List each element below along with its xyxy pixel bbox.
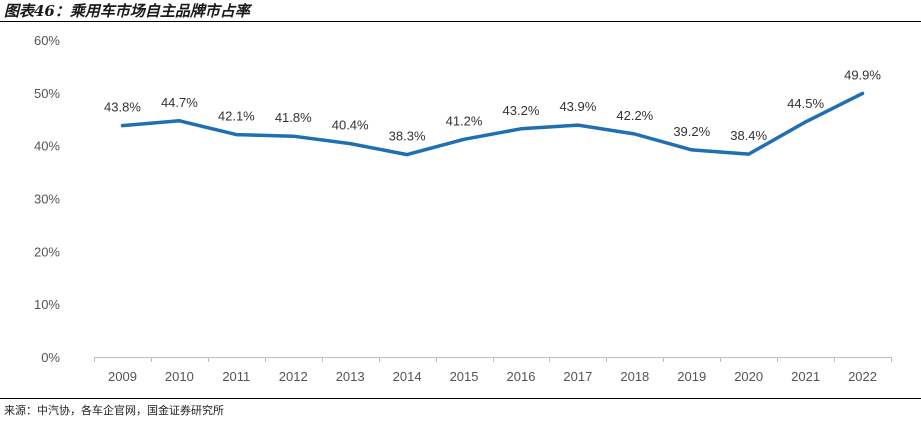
y-tick-label: 30%: [34, 192, 60, 207]
data-point: [633, 132, 637, 136]
data-label: 43.8%: [104, 100, 141, 115]
data-label: 44.7%: [161, 95, 198, 110]
data-point: [861, 91, 865, 95]
data-point: [576, 123, 580, 127]
data-label: 42.2%: [616, 108, 653, 123]
data-label: 43.2%: [503, 103, 540, 118]
data-point: [120, 124, 124, 128]
y-tick-label: 0%: [41, 350, 60, 365]
x-tick-label: 2016: [507, 369, 536, 384]
x-tick-label: 2020: [734, 369, 763, 384]
source-rule: [0, 398, 921, 399]
data-point: [804, 120, 808, 124]
x-tick-label: 2012: [279, 369, 308, 384]
x-tick-label: 2018: [620, 369, 649, 384]
data-label: 41.2%: [446, 113, 483, 128]
data-point: [690, 148, 694, 152]
data-point: [177, 119, 181, 123]
data-point: [519, 127, 523, 131]
data-point: [291, 134, 295, 138]
data-point: [234, 133, 238, 137]
data-label: 49.9%: [844, 67, 881, 82]
data-label: 40.4%: [332, 118, 369, 133]
data-label: 41.8%: [275, 110, 312, 125]
x-tick-label: 2009: [108, 369, 137, 384]
y-tick-label: 10%: [34, 297, 60, 312]
title-rule: [0, 21, 921, 22]
line-chart: 0% 10% 20% 30% 40% 50% 60% 2009 2010 2011 2012 2013…: [34, 33, 892, 384]
data-label: 39.2%: [673, 124, 710, 139]
data-point: [747, 152, 751, 156]
source-note: 来源：中汽协，各车企官网，国金证券研究所: [4, 404, 224, 417]
chart-title: 图表46：乘用车市场自主品牌市占率: [4, 2, 250, 20]
data-point: [405, 153, 409, 157]
x-tick-label: 2010: [165, 369, 194, 384]
series-line: [120, 91, 865, 157]
x-tick-label: 2014: [393, 369, 422, 384]
x-tick-label: 2021: [791, 369, 820, 384]
data-point: [462, 137, 466, 141]
data-label: 38.4%: [730, 128, 767, 143]
data-label: 44.5%: [787, 96, 824, 111]
x-tick-label: 2022: [848, 369, 877, 384]
x-tick-label: 2011: [222, 369, 250, 384]
y-tick-label: 60%: [34, 33, 60, 48]
x-tick-label: 2017: [563, 369, 592, 384]
x-tick-label: 2013: [336, 369, 365, 384]
x-tick-label: 2015: [450, 369, 479, 384]
x-tick-label: 2019: [677, 369, 706, 384]
data-point: [348, 142, 352, 146]
y-tick-label: 20%: [34, 244, 60, 259]
y-tick-label: 40%: [34, 139, 60, 154]
y-tick-label: 50%: [34, 86, 60, 101]
data-label: 43.9%: [559, 99, 596, 114]
data-label: 38.3%: [389, 129, 426, 144]
data-label: 42.1%: [218, 109, 255, 124]
